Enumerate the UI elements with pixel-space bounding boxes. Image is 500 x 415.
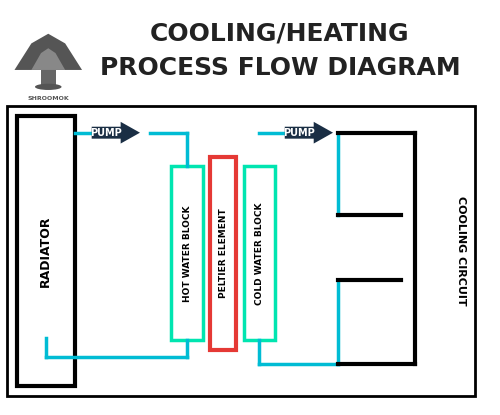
Text: PUMP: PUMP — [90, 128, 122, 138]
Text: PUMP: PUMP — [284, 128, 315, 138]
Text: HOT WATER BLOCK: HOT WATER BLOCK — [182, 205, 192, 302]
Bar — [172, 166, 202, 340]
Text: PROCESS FLOW DIAGRAM: PROCESS FLOW DIAGRAM — [100, 56, 460, 80]
Ellipse shape — [35, 84, 62, 90]
Text: SHROOMOK: SHROOMOK — [28, 97, 69, 102]
FancyArrow shape — [285, 122, 333, 144]
Polygon shape — [32, 48, 65, 70]
Text: COLD WATER BLOCK: COLD WATER BLOCK — [255, 202, 264, 305]
Text: COOLING CIRCUIT: COOLING CIRCUIT — [456, 196, 466, 306]
FancyArrow shape — [92, 122, 140, 144]
Bar — [210, 157, 236, 350]
Bar — [244, 166, 275, 340]
Polygon shape — [14, 34, 82, 70]
Text: COOLING/HEATING: COOLING/HEATING — [150, 22, 409, 46]
Bar — [17, 116, 75, 386]
Text: PELTIER ELEMENT: PELTIER ELEMENT — [218, 208, 228, 298]
Text: RADIATOR: RADIATOR — [40, 215, 52, 287]
Bar — [7, 106, 476, 396]
Bar — [41, 68, 56, 87]
